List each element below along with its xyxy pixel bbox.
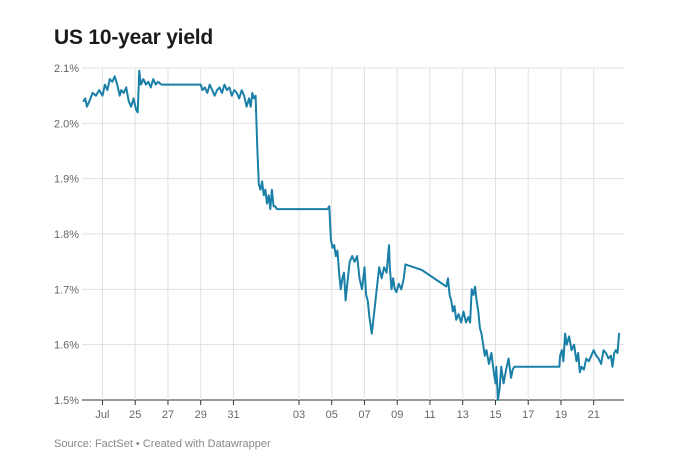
source-note: Source: FactSet	[54, 438, 133, 450]
y-tick-label: 1.5%	[54, 395, 79, 407]
y-tick-label: 2.0%	[54, 118, 79, 130]
gridlines	[82, 67, 624, 401]
x-tick-label: 03	[293, 409, 305, 421]
x-axis-labels: Jul 25 27 29 31 03 05 07 09 11 13 15 17 19 21	[95, 409, 599, 421]
x-axis-ticks	[101, 400, 595, 405]
series-layer	[82, 69, 621, 401]
x-tick-label: 13	[457, 409, 469, 421]
x-tick-label: 21	[588, 409, 600, 421]
footer-separator: •	[132, 438, 143, 450]
datawrapper-credit: Created with Datawrapper	[142, 438, 271, 450]
footer: Source: FactSet • Created with Datawrapp…	[54, 438, 271, 450]
yield-series-line	[82, 69, 621, 401]
x-tick-label: 29	[195, 409, 207, 421]
x-tick-label: 11	[424, 409, 435, 421]
x-tick-label: 05	[326, 409, 338, 421]
y-tick-label: 1.6%	[54, 340, 79, 352]
x-tick-label: 31	[227, 409, 239, 421]
x-tick-label: 27	[162, 409, 174, 421]
x-tick-label: Jul	[95, 409, 109, 421]
x-tick-label: 09	[391, 409, 403, 421]
chart-title: US 10-year yield	[54, 26, 214, 49]
x-tick-label: 25	[129, 409, 141, 421]
y-axis-labels: 2.1% 2.0% 1.9% 1.8% 1.7% 1.6% 1.5%	[54, 63, 79, 407]
x-tick-label: 17	[522, 409, 534, 421]
x-tick-label: 19	[555, 409, 567, 421]
x-tick-label: 07	[358, 409, 370, 421]
y-tick-label: 1.9%	[54, 174, 79, 186]
x-tick-label: 15	[489, 409, 501, 421]
y-tick-label: 1.8%	[54, 229, 79, 241]
y-tick-label: 2.1%	[54, 63, 79, 75]
y-tick-label: 1.7%	[54, 284, 79, 296]
